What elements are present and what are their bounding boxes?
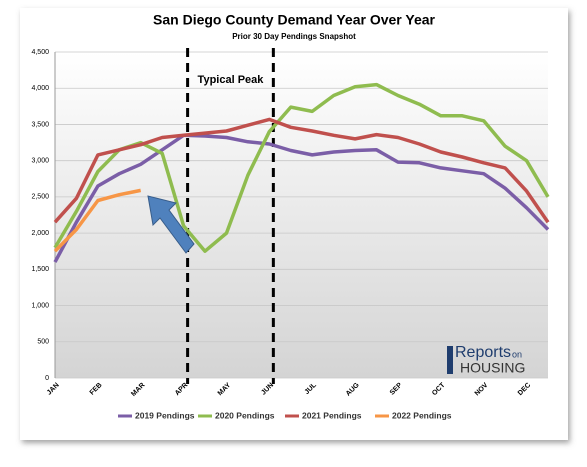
legend-label: 2022 Pendings [392, 410, 452, 420]
legend-label: 2019 Pendings [135, 410, 195, 420]
y-tick-label: 2,000 [31, 230, 49, 237]
logo: Reports on HOUSING [447, 344, 525, 376]
plot-area [55, 52, 548, 378]
y-tick-label: 1,500 [31, 266, 49, 273]
logo-bar [447, 346, 453, 374]
logo-text: HOUSING [460, 360, 525, 376]
arrow [147, 195, 195, 254]
y-tick-label: 3,000 [31, 158, 49, 165]
y-tick-label: 4,000 [31, 85, 49, 92]
series-line [53, 188, 142, 253]
y-tick-label: 4,500 [31, 49, 49, 56]
logo-text: on [512, 349, 522, 359]
y-tick-label: 0 [45, 375, 49, 382]
chart-title: San Diego County Demand Year Over Year [153, 12, 435, 28]
y-tick-label: 3,500 [31, 121, 49, 128]
series-line [53, 133, 550, 263]
annotation: Typical Peak [198, 74, 265, 86]
legend-label: 2020 Pendings [215, 410, 275, 420]
y-tick-label: 1,000 [31, 302, 49, 309]
chart-subtitle: Prior 30 Day Pendings Snapshot [232, 32, 356, 41]
logo-text: Reports [455, 344, 511, 361]
y-tick-label: 500 [37, 339, 49, 346]
y-tick-label: 2,500 [31, 194, 49, 201]
series-line [53, 117, 550, 224]
legend-label: 2021 Pendings [302, 410, 362, 420]
